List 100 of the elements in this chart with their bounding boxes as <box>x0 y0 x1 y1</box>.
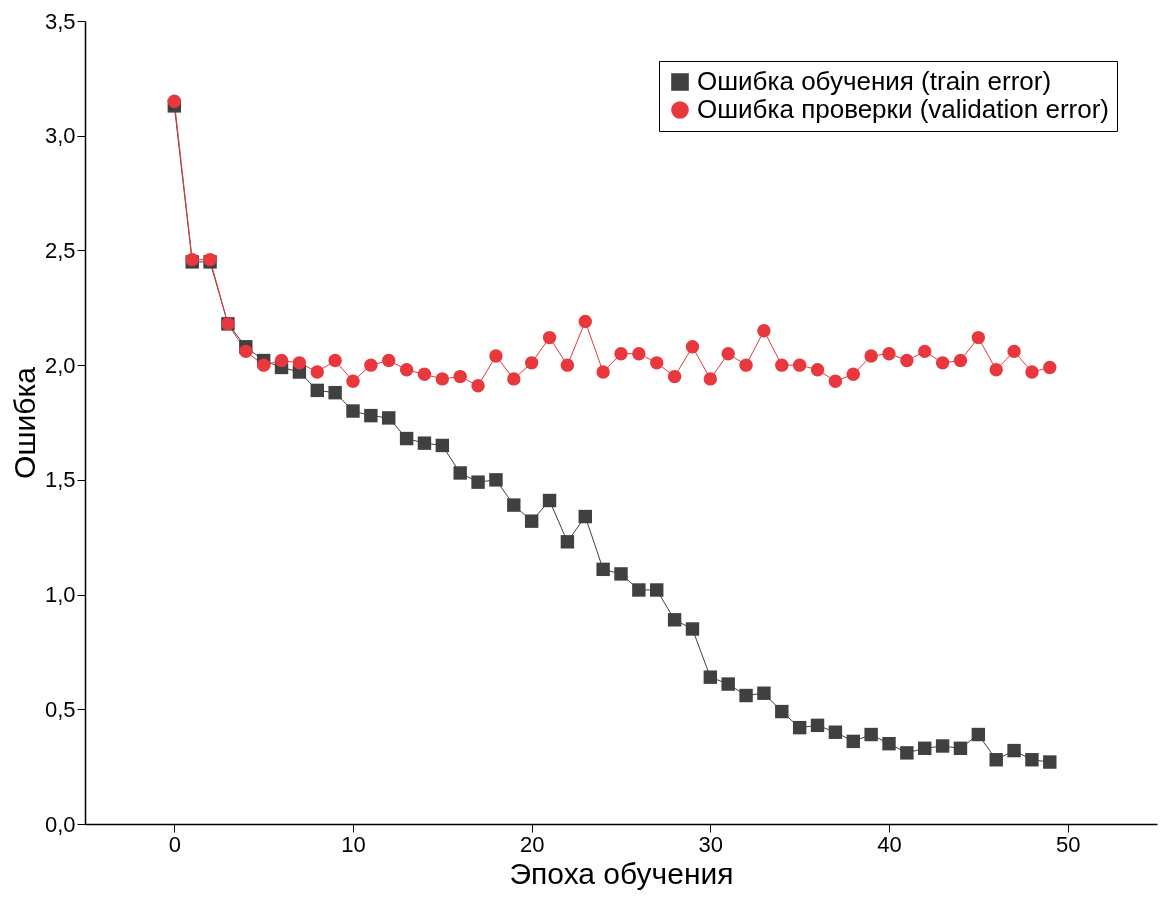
point <box>1025 753 1039 767</box>
y-tick-label: 3,5 <box>44 8 76 34</box>
point <box>667 613 682 627</box>
point <box>918 344 932 359</box>
y-tick-label: 1,0 <box>44 582 76 608</box>
point <box>382 353 396 368</box>
point <box>810 363 825 377</box>
point <box>614 567 628 581</box>
point <box>489 473 503 487</box>
point <box>918 741 932 755</box>
point <box>256 358 271 372</box>
point <box>399 363 414 377</box>
y-tick-label: 3,0 <box>44 123 76 149</box>
point <box>542 493 557 508</box>
point <box>757 324 771 338</box>
point <box>346 404 360 418</box>
point <box>953 353 968 368</box>
y-tick-label: 0,0 <box>44 811 76 837</box>
point <box>828 374 843 388</box>
point <box>578 314 592 329</box>
point <box>739 358 753 372</box>
y-tick-label: 1,5 <box>44 467 76 493</box>
point <box>810 718 825 733</box>
point <box>882 346 896 361</box>
point <box>578 509 592 524</box>
point <box>614 346 628 361</box>
point <box>417 367 432 382</box>
point <box>953 741 968 755</box>
point <box>310 383 324 398</box>
point <box>721 677 735 691</box>
x-tick-label: 50 <box>1055 831 1081 857</box>
point <box>650 356 664 370</box>
x-axis-title: Эпоха обучения <box>509 856 734 890</box>
point <box>989 753 1003 767</box>
point <box>1025 365 1039 379</box>
point <box>596 562 610 577</box>
point <box>435 438 450 453</box>
point <box>667 369 682 384</box>
point <box>542 330 557 345</box>
point <box>900 353 914 368</box>
x-tick-label: 10 <box>341 831 366 857</box>
point <box>524 356 539 370</box>
x-tick-label: 30 <box>698 831 724 857</box>
point <box>971 727 986 742</box>
x-tick-label: 0 <box>168 831 181 857</box>
point <box>328 353 342 368</box>
point <box>1043 755 1057 769</box>
point <box>632 583 646 597</box>
point <box>346 374 360 388</box>
point <box>864 349 878 363</box>
point <box>935 739 950 753</box>
legend-label: Ошибка проверки (validation error) <box>697 94 1109 124</box>
point <box>989 363 1003 377</box>
point <box>703 372 718 386</box>
y-axis-title: Ошибка <box>7 366 41 479</box>
point <box>560 358 575 372</box>
point <box>882 736 896 751</box>
point <box>935 356 950 370</box>
point <box>1007 344 1021 359</box>
point <box>364 408 378 423</box>
point <box>703 670 718 684</box>
x-tick-label: 20 <box>519 831 545 857</box>
point <box>471 379 485 393</box>
point <box>1043 360 1057 375</box>
point <box>775 358 789 372</box>
point <box>721 346 735 361</box>
point <box>328 385 342 400</box>
point <box>471 475 485 489</box>
point <box>828 725 843 739</box>
y-tick-label: 0,5 <box>44 696 76 722</box>
point <box>560 535 575 549</box>
point <box>489 349 503 363</box>
point <box>685 622 700 636</box>
point <box>900 746 914 760</box>
y-tick-label: 2,5 <box>44 237 76 263</box>
point <box>435 372 450 386</box>
point <box>596 365 610 379</box>
point <box>382 411 396 425</box>
point <box>453 369 467 384</box>
point <box>239 344 253 359</box>
point <box>310 365 324 379</box>
point <box>792 358 807 372</box>
point <box>292 356 307 370</box>
point <box>632 346 646 361</box>
point <box>399 431 414 446</box>
point <box>792 720 807 735</box>
point <box>971 330 986 345</box>
point <box>453 466 467 480</box>
point <box>757 686 771 700</box>
point <box>274 353 289 368</box>
point <box>846 367 860 382</box>
point <box>846 734 860 749</box>
point <box>364 358 378 372</box>
point <box>507 372 521 386</box>
point <box>864 727 878 742</box>
point <box>1007 743 1021 758</box>
point <box>650 583 664 597</box>
point <box>507 498 521 512</box>
point <box>685 340 700 354</box>
legend-label: Ошибка обучения (train error) <box>697 66 1052 96</box>
